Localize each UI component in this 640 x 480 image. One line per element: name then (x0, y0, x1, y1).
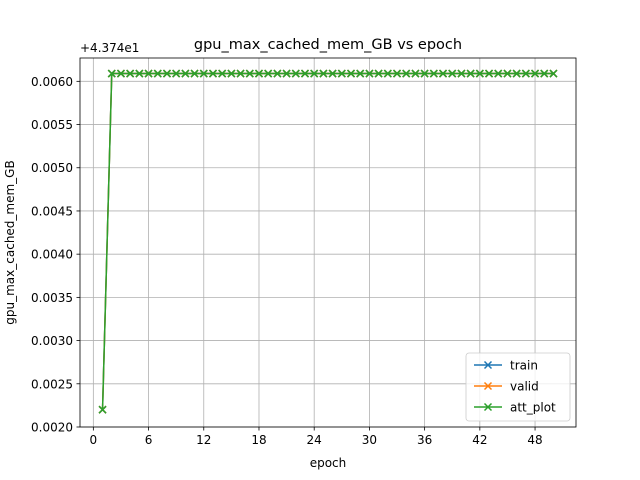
series-line-att_plot (101, 72, 554, 410)
data-point-att_plot (227, 69, 236, 78)
y-tick-label: 0.0030 (31, 334, 73, 348)
data-point-att_plot (328, 69, 337, 78)
data-point-att_plot (273, 69, 282, 78)
chart-title: gpu_max_cached_mem_GB vs epoch (194, 37, 462, 53)
data-point-att_plot (521, 69, 530, 78)
x-tick-label: 0 (90, 433, 98, 447)
y-tick-label: 0.0020 (31, 421, 73, 435)
data-point-att_plot (475, 69, 484, 78)
data-point-att_plot (457, 69, 466, 78)
y-tick-label: 0.0035 (31, 291, 73, 305)
series-layer (98, 69, 558, 414)
data-point-att_plot (291, 69, 300, 78)
data-point-att_plot (485, 69, 494, 78)
y-tick-label: 0.0060 (31, 75, 73, 89)
data-point-att_plot (162, 69, 171, 78)
x-axis-label: epoch (310, 456, 347, 470)
data-point-att_plot (365, 69, 374, 78)
data-point-att_plot (374, 69, 383, 78)
legend-marker (483, 381, 493, 391)
data-point-att_plot (218, 69, 227, 78)
data-point-att_plot (438, 69, 448, 78)
x-tick-label: 48 (527, 433, 542, 447)
data-point-att_plot (411, 69, 420, 78)
x-tick-label: 36 (417, 433, 432, 447)
data-point-att_plot (494, 69, 503, 78)
data-point-att_plot (245, 69, 254, 78)
legend-label: valid (510, 380, 539, 394)
data-point-att_plot (199, 69, 208, 78)
data-point-att_plot (448, 69, 457, 78)
data-point-att_plot (466, 69, 475, 78)
y-tick-label: 0.0050 (31, 161, 73, 175)
data-point-att_plot (153, 69, 162, 78)
y-axis: 0.0020 0.0025 0.0030 0.0035 0.0040 0.0045 0.00… (31, 75, 80, 435)
data-point-att_plot (310, 69, 319, 78)
data-point-att_plot (126, 69, 135, 78)
plot-frame (79, 57, 577, 428)
data-point-att_plot (319, 69, 328, 78)
data-point-att_plot (420, 69, 429, 78)
data-point-att_plot (116, 69, 125, 78)
legend: train valid att_plot (465, 352, 571, 422)
data-point-att_plot (383, 69, 392, 78)
data-point-att_plot (135, 69, 144, 78)
x-axis: 0 6 12 18 24 30 36 42 48 (90, 427, 543, 447)
series-att_plot (98, 69, 558, 414)
data-point-att_plot (531, 69, 540, 78)
data-point-att_plot (300, 69, 310, 78)
y-offset-label: +4.374e1 (80, 41, 139, 55)
data-point-att_plot (254, 69, 264, 78)
data-point-att_plot (429, 69, 438, 78)
data-point-att_plot (190, 69, 199, 78)
data-point-att_plot (512, 69, 521, 78)
data-point-att_plot (172, 69, 181, 78)
data-point-att_plot (392, 69, 402, 78)
x-tick-label: 18 (251, 433, 266, 447)
x-tick-label: 42 (472, 433, 487, 447)
x-tick-label: 24 (307, 433, 322, 447)
data-point-att_plot (402, 69, 411, 78)
y-axis-label: gpu_max_cached_mem_GB (3, 160, 17, 324)
data-point-att_plot (549, 69, 558, 78)
data-point-att_plot (107, 69, 116, 78)
data-point-att_plot (98, 405, 107, 414)
data-point-att_plot (346, 69, 356, 78)
y-tick-label: 0.0025 (31, 377, 73, 391)
data-point-att_plot (540, 69, 549, 78)
legend-item-train: train (474, 359, 538, 373)
data-point-att_plot (208, 69, 218, 78)
data-point-att_plot (264, 69, 273, 78)
data-point-att_plot (236, 69, 245, 78)
x-tick-label: 6 (145, 433, 153, 447)
y-tick-label: 0.0055 (31, 118, 73, 132)
data-point-att_plot (144, 69, 153, 78)
x-tick-label: 30 (362, 433, 377, 447)
legend-marker (483, 360, 493, 370)
legend-item-valid: valid (474, 380, 539, 394)
x-tick-label: 12 (196, 433, 211, 447)
y-tick-label: 0.0045 (31, 204, 73, 218)
legend-label: att_plot (510, 401, 556, 415)
legend-item-att_plot: att_plot (474, 401, 556, 415)
data-point-att_plot (503, 69, 512, 78)
data-point-att_plot (356, 69, 365, 78)
data-point-att_plot (337, 69, 346, 78)
legend-label: train (510, 359, 538, 373)
data-point-att_plot (181, 69, 190, 78)
legend-marker (483, 402, 493, 412)
y-tick-label: 0.0040 (31, 248, 73, 262)
data-point-att_plot (282, 69, 291, 78)
